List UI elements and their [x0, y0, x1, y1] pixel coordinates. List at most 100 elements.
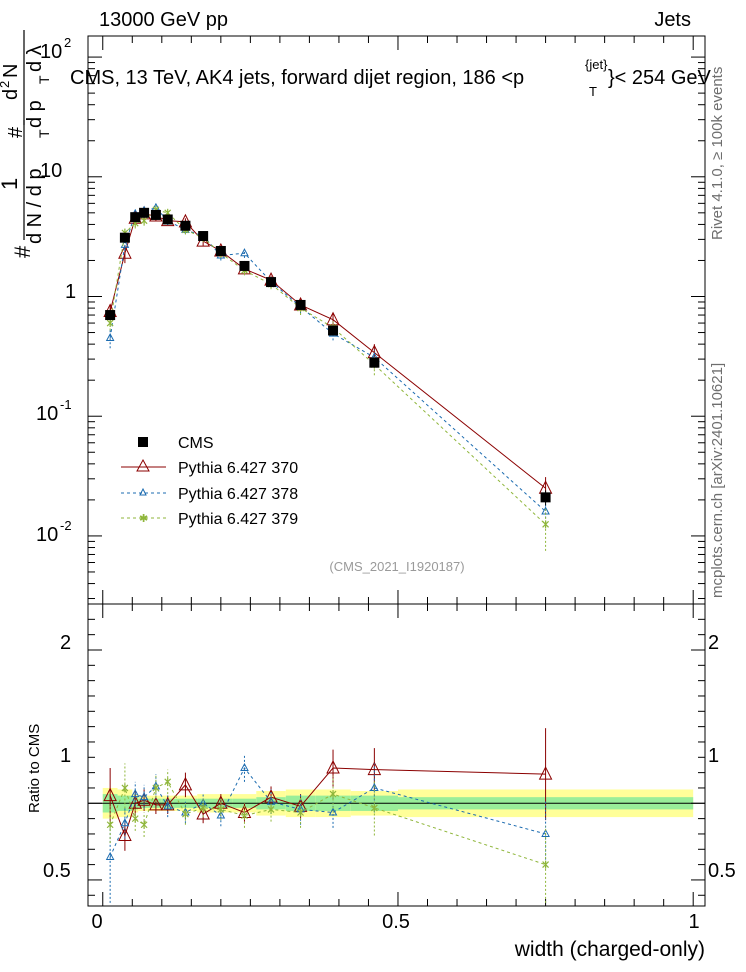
ratio-y-axis-label: Ratio to CMS: [26, 724, 43, 813]
ratio-point-pythia-6-427-379: [297, 808, 304, 817]
ratio-point-pythia-6-427-379: [241, 811, 248, 820]
ratio-point-pythia-6-427-379: [199, 803, 207, 812]
ratio-point-pythia-6-427-378: [130, 789, 140, 798]
ratio-point-pythia-6-427-379: [121, 783, 129, 792]
mcplots-note: mcplots.cern.ch [arXiv:2401.10621]: [709, 363, 726, 598]
ratio-point-pythia-6-427-379: [542, 860, 550, 869]
main-point-cms: [198, 231, 209, 242]
ylabel-hash-2: #: [5, 126, 27, 138]
title-tail: }< 254 GeV: [608, 67, 712, 89]
ratio-point-pythia-6-427-378: [120, 818, 130, 827]
main-plot-title: CMS, 13 TeV, AK4 jets, forward dijet reg…: [70, 57, 712, 99]
main-y-tick-labels: 10 2 10 1 10 -1 10 -2: [36, 35, 76, 546]
ratio-point-pythia-6-427-379: [106, 820, 114, 829]
ratio-ytick-right-0p5: 0.5: [708, 860, 736, 882]
main-point-pythia-6-427-378: [105, 332, 115, 342]
legend: CMS Pythia 6.427 370 Pythia 6.427 378 ✱ …: [121, 435, 298, 528]
ylabel-one: 1: [0, 178, 22, 190]
jets-label: Jets: [654, 9, 691, 31]
ratio-point-pythia-6-427-379: [370, 803, 378, 812]
title-text: CMS, 13 TeV, AK4 jets, forward dijet reg…: [70, 67, 524, 89]
legend-label-cms: CMS: [178, 435, 214, 452]
main-point-pythia-6-427-379: [542, 520, 550, 529]
main-point-cms: [328, 325, 339, 336]
main-point-pythia-6-427-379: [106, 319, 114, 328]
ratio-ytick-right-2: 2: [708, 632, 719, 654]
ratio-point-pythia-6-427-379: [152, 783, 160, 792]
ytick-exp-m1: -1: [60, 397, 72, 412]
ratio-point-pythia-6-427-378: [216, 810, 226, 819]
ratio-point-pythia-6-427-379: [329, 790, 337, 799]
main-point-cms: [215, 245, 226, 256]
main-point-cms: [180, 220, 191, 231]
main-point-cms: [162, 214, 173, 225]
ylabel-sup-2: 2: [0, 81, 12, 88]
x-tick-labels: 0 0.5 1: [91, 911, 699, 933]
ratio-point-pythia-6-427-370: [196, 805, 210, 820]
ylabel-dpt-sub: T: [36, 75, 52, 84]
ratio-point-pythia-6-427-378: [105, 851, 115, 860]
xtick-label-1: 1: [688, 911, 699, 933]
ratio-point-pythia-6-427-370: [178, 776, 193, 791]
ylabel-hash-1: #: [10, 245, 35, 258]
xtick-label-0: 0: [91, 911, 102, 933]
x-axis-label: width (charged-only): [514, 938, 705, 961]
main-y-axis-label: # 1 d N / d p T # d 2 N d p T d λ: [0, 30, 52, 258]
main-point-cms: [105, 310, 116, 321]
main-point-cms: [150, 209, 161, 220]
ratio-point-pythia-6-427-370: [326, 759, 340, 774]
main-point-cms: [139, 207, 150, 218]
ratio-axis-ticks: [88, 604, 705, 906]
ratio-point-pythia-6-427-378: [240, 762, 249, 772]
main-line-pythia-6-427-378: [109, 207, 546, 512]
ratio-series-group: [103, 728, 553, 903]
main-point-cms: [295, 299, 306, 310]
title-subscript: T: [589, 84, 597, 99]
ratio-point-pythia-6-427-379: [267, 805, 275, 814]
ylabel-dlambda: d λ: [24, 45, 46, 72]
ytick-exp-2: 2: [64, 35, 71, 50]
ytick-label-1: 1: [65, 281, 76, 303]
ratio-y-tick-labels: 2 1 0.5 2 1 0.5: [43, 632, 736, 882]
main-point-cms: [239, 260, 250, 271]
main-point-cms: [369, 357, 380, 368]
ylabel-denominator: d N / d p: [24, 168, 46, 244]
ylabel-denominator-sub: T: [36, 129, 52, 138]
ratio-point-pythia-6-427-378: [163, 801, 173, 810]
legend-marker-378: [139, 487, 147, 496]
legend-label-378: Pythia 6.427 378: [178, 486, 298, 503]
ytick-label-100: 10: [40, 41, 62, 63]
ratio-point-pythia-6-427-370: [128, 795, 143, 809]
ratio-ytick-left-2: 2: [60, 632, 71, 654]
main-line-pythia-6-427-370: [109, 213, 546, 489]
ratio-line-pythia-6-427-379: [109, 781, 546, 866]
main-axis-ticks: [88, 36, 705, 604]
legend-marker-cms: [138, 437, 148, 447]
ratio-point-pythia-6-427-370: [538, 766, 553, 780]
main-line-pythia-6-427-379: [109, 209, 546, 525]
ratio-point-pythia-6-427-378: [328, 807, 338, 816]
ylabel-d: d: [0, 89, 22, 100]
ylabel-dpt: d p: [24, 100, 46, 128]
ratio-point-pythia-6-427-370: [103, 787, 117, 802]
ytick-exp-m2: -2: [60, 518, 72, 533]
main-point-cms: [130, 212, 141, 223]
ratio-point-pythia-6-427-379: [140, 820, 148, 829]
ratio-plot-frame: [87, 603, 706, 907]
ylabel-N: N: [0, 64, 22, 78]
ratio-line-pythia-6-427-378: [109, 767, 546, 858]
legend-marker-370: [136, 458, 150, 472]
main-point-pythia-6-427-378: [240, 248, 249, 257]
title-superscript: {jet}: [585, 57, 608, 72]
ratio-point-pythia-6-427-379: [164, 777, 172, 786]
legend-marker-379: ✱: [139, 513, 148, 525]
ratio-point-pythia-6-427-370: [149, 796, 163, 811]
ratio-ytick-left-1: 1: [60, 745, 71, 767]
main-point-cms: [119, 232, 130, 243]
ratio-point-pythia-6-427-378: [139, 792, 149, 801]
legend-label-370: Pythia 6.427 370: [178, 460, 298, 477]
main-point-cms: [266, 277, 277, 288]
legend-label-379: Pythia 6.427 379: [178, 511, 298, 528]
main-point-pythia-6-427-370: [118, 245, 132, 259]
